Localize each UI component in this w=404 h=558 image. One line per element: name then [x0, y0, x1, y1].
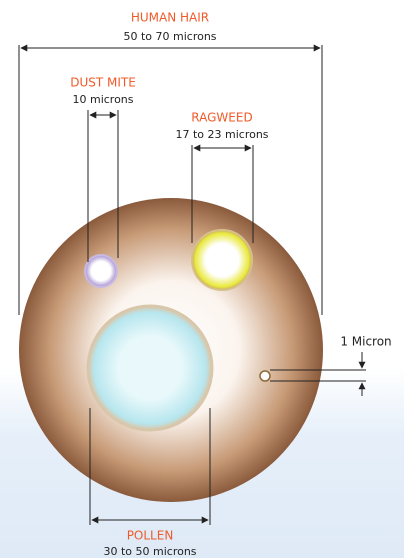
diagram: HUMAN HAIR 50 to 70 microns DUST MITE 10…: [0, 0, 404, 558]
pollen-label: POLLEN: [127, 529, 174, 543]
ragweed-size: 17 to 23 microns: [175, 128, 268, 141]
hair-label: HUMAN HAIR: [131, 11, 209, 25]
mite-size: 10 microns: [72, 93, 133, 106]
pollen-size: 30 to 50 microns: [103, 545, 196, 558]
micron-label: 1 Micron: [340, 335, 391, 349]
micron-circle: [260, 371, 270, 381]
dust-mite-circle: [85, 255, 117, 287]
pollen-circle: [88, 306, 212, 430]
hair-size: 50 to 70 microns: [123, 30, 216, 43]
mite-label: DUST MITE: [70, 76, 136, 90]
ragweed-label: RAGWEED: [191, 111, 252, 125]
page: HUMAN HAIR 50 to 70 microns DUST MITE 10…: [0, 0, 404, 558]
ragweed-circle: [192, 230, 252, 290]
